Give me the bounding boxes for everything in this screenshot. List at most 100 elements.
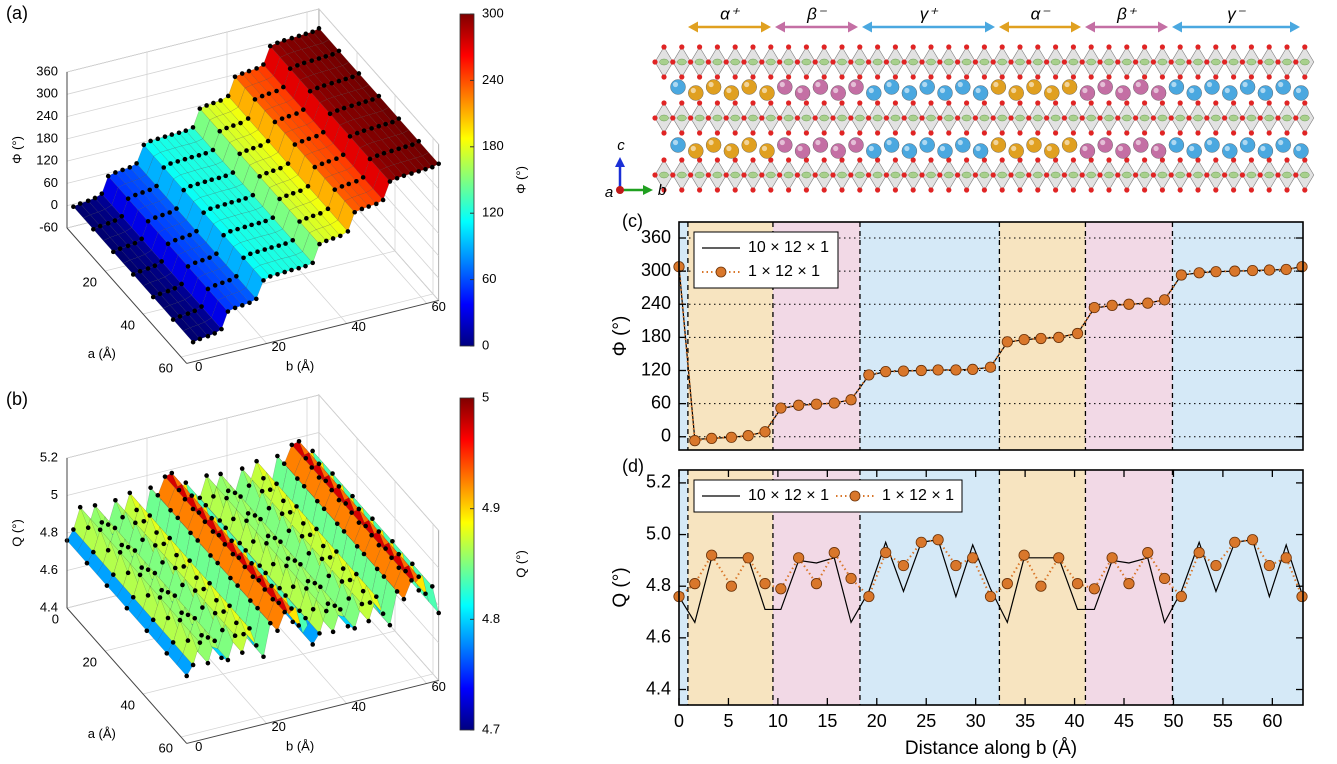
oxygen-atom bbox=[652, 115, 658, 121]
oxygen-atom bbox=[1186, 59, 1192, 65]
oxygen-atom bbox=[1070, 130, 1076, 136]
oxygen-atom bbox=[1213, 44, 1219, 50]
data-point bbox=[189, 493, 195, 498]
data-point bbox=[286, 113, 292, 119]
data-point bbox=[197, 640, 203, 645]
data-point bbox=[232, 305, 238, 311]
data-point bbox=[172, 593, 178, 598]
data-point bbox=[145, 567, 151, 573]
oxygen-atom bbox=[1070, 157, 1076, 163]
data-point bbox=[257, 563, 262, 568]
atom-highlight bbox=[1224, 87, 1230, 94]
oxygen-atom bbox=[1248, 157, 1254, 163]
cation-atom bbox=[866, 85, 882, 101]
oxygen-atom bbox=[1284, 130, 1290, 136]
data-point bbox=[185, 311, 191, 316]
data-point bbox=[1175, 590, 1187, 603]
oxygen-atom bbox=[1248, 130, 1254, 136]
metal-atom bbox=[783, 114, 794, 122]
data-point bbox=[317, 631, 322, 636]
metal-atom bbox=[855, 171, 865, 179]
oxygen-atom bbox=[786, 187, 792, 193]
oxygen-atom bbox=[981, 44, 988, 50]
oxygen-atom bbox=[1257, 115, 1263, 121]
cation-atom bbox=[1186, 85, 1202, 101]
oxygen-atom bbox=[1195, 157, 1201, 163]
atom-highlight bbox=[1117, 87, 1124, 94]
data-point bbox=[253, 296, 259, 302]
y-tick-label: 180 bbox=[641, 326, 671, 346]
oxygen-atom bbox=[1266, 74, 1272, 80]
data-point bbox=[310, 260, 316, 266]
oxygen-atom bbox=[1195, 74, 1201, 80]
metal-atom bbox=[677, 171, 687, 179]
oxygen-atom bbox=[741, 59, 747, 65]
data-point bbox=[309, 465, 315, 470]
data-point bbox=[374, 594, 379, 599]
data-point bbox=[266, 91, 272, 96]
oxygen-atom bbox=[910, 74, 916, 80]
oxygen-atom bbox=[661, 157, 667, 163]
x-tick-label: 0 bbox=[674, 711, 684, 731]
oxygen-atom bbox=[661, 187, 667, 193]
oxygen-atom bbox=[946, 44, 952, 50]
data-point bbox=[259, 93, 265, 99]
data-point bbox=[1193, 267, 1205, 279]
oxygen-atom bbox=[723, 172, 729, 178]
oxygen-atom bbox=[803, 74, 810, 80]
data-point bbox=[252, 513, 258, 518]
oxygen-atom bbox=[714, 157, 721, 163]
oxygen-atom bbox=[1133, 59, 1139, 65]
oxygen-atom bbox=[1017, 187, 1023, 193]
data-point bbox=[164, 651, 170, 656]
domain-band bbox=[859, 222, 1000, 450]
a-tick-label: 20 bbox=[83, 274, 97, 289]
oxygen-atom bbox=[1177, 157, 1183, 163]
cation-atom bbox=[1293, 143, 1309, 159]
data-point bbox=[258, 143, 263, 148]
data-point bbox=[350, 493, 355, 499]
oxygen-atom bbox=[1222, 59, 1228, 65]
data-point bbox=[409, 578, 414, 583]
data-point bbox=[1123, 298, 1135, 310]
oxygen-atom bbox=[1142, 187, 1148, 193]
metal-atom bbox=[659, 114, 669, 122]
atom-highlight bbox=[797, 145, 803, 152]
x-tick-label: 60 bbox=[1262, 711, 1282, 731]
atom-highlight bbox=[993, 139, 999, 146]
metal-atom bbox=[730, 171, 740, 179]
data-point bbox=[85, 198, 91, 204]
oxygen-atom bbox=[919, 172, 925, 178]
oxygen-atom bbox=[1017, 130, 1023, 136]
data-point bbox=[292, 558, 298, 563]
y-tick-label: 5.2 bbox=[646, 472, 671, 492]
data-point bbox=[1175, 269, 1187, 281]
a-axis-title: a (Å) bbox=[88, 726, 116, 741]
data-point bbox=[310, 606, 316, 612]
oxygen-atom bbox=[1195, 100, 1201, 106]
data-point bbox=[275, 453, 280, 459]
data-point bbox=[915, 536, 927, 548]
cation-atom bbox=[777, 79, 793, 95]
metal-atom bbox=[677, 114, 687, 122]
atom-highlight bbox=[1189, 145, 1195, 152]
data-point bbox=[219, 655, 224, 661]
oxygen-atom bbox=[1239, 59, 1245, 65]
data-point bbox=[383, 546, 388, 551]
data-point bbox=[270, 215, 276, 221]
data-point bbox=[307, 88, 313, 94]
oxygen-atom bbox=[750, 130, 756, 136]
data-point bbox=[231, 123, 236, 128]
data-point bbox=[366, 618, 372, 624]
data-point bbox=[268, 620, 273, 626]
data-point bbox=[239, 71, 245, 76]
data-point bbox=[119, 213, 125, 219]
data-point bbox=[1018, 333, 1030, 346]
data-point bbox=[174, 552, 179, 558]
oxygen-atom bbox=[1257, 59, 1263, 65]
metal-atom bbox=[766, 58, 776, 66]
oxygen-atom bbox=[750, 44, 756, 50]
data-point bbox=[303, 615, 308, 621]
metal-atom bbox=[1104, 58, 1114, 66]
oxygen-atom bbox=[1142, 74, 1148, 80]
